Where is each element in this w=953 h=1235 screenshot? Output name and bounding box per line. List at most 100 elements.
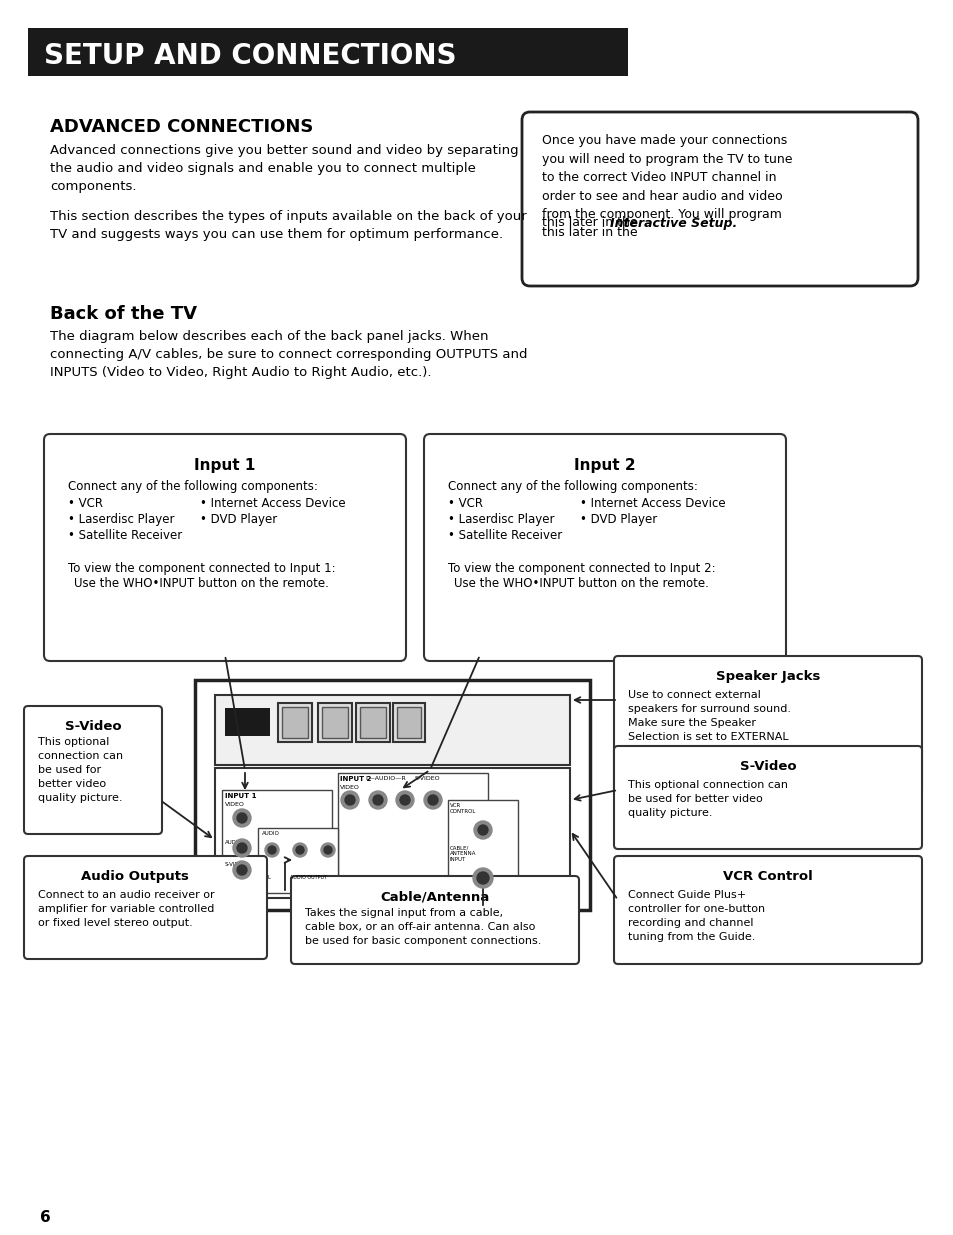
Text: • VCR: • VCR — [68, 496, 103, 510]
FancyBboxPatch shape — [317, 703, 352, 742]
Text: To view the component connected to Input 2:: To view the component connected to Input… — [448, 562, 715, 576]
Text: VIDEO: VIDEO — [339, 785, 359, 790]
Circle shape — [320, 844, 335, 857]
Text: this later in the: this later in the — [541, 216, 641, 230]
Text: S-VIDEO: S-VIDEO — [415, 776, 440, 781]
FancyBboxPatch shape — [214, 768, 569, 898]
Circle shape — [236, 864, 247, 876]
Circle shape — [345, 795, 355, 805]
Text: Use the WHO•INPUT button on the remote.: Use the WHO•INPUT button on the remote. — [454, 577, 708, 590]
FancyBboxPatch shape — [257, 827, 337, 893]
Text: Use to connect external
speakers for surround sound.
Make sure the Speaker
Selec: Use to connect external speakers for sur… — [627, 690, 790, 742]
Circle shape — [399, 795, 410, 805]
Text: • Laserdisc Player: • Laserdisc Player — [448, 513, 554, 526]
Text: ADVANCED CONNECTIONS: ADVANCED CONNECTIONS — [50, 119, 313, 136]
Text: Connect any of the following components:: Connect any of the following components: — [68, 480, 317, 493]
Text: Connect to an audio receiver or
amplifier for variable controlled
or fixed level: Connect to an audio receiver or amplifie… — [38, 890, 214, 927]
Text: • DVD Player: • DVD Player — [200, 513, 277, 526]
Text: This section describes the types of inputs available on the back of your
TV and : This section describes the types of inpu… — [50, 210, 526, 241]
Circle shape — [428, 795, 437, 805]
Text: SETUP AND CONNECTIONS: SETUP AND CONNECTIONS — [44, 42, 456, 70]
Circle shape — [474, 821, 492, 839]
Text: Back of the TV: Back of the TV — [50, 305, 196, 324]
FancyBboxPatch shape — [393, 703, 424, 742]
Circle shape — [233, 839, 251, 857]
Text: Connect Guide Plus+
controller for one-button
recording and channel
tuning from : Connect Guide Plus+ controller for one-b… — [627, 890, 764, 942]
Circle shape — [476, 872, 489, 884]
Text: S-Video: S-Video — [65, 720, 121, 734]
Text: Interactive Setup.: Interactive Setup. — [609, 216, 737, 230]
Text: Speaker Jacks: Speaker Jacks — [715, 671, 820, 683]
FancyBboxPatch shape — [24, 706, 162, 834]
FancyBboxPatch shape — [291, 876, 578, 965]
FancyBboxPatch shape — [521, 112, 917, 287]
FancyBboxPatch shape — [322, 706, 348, 739]
FancyBboxPatch shape — [448, 800, 517, 890]
Text: AUDIO OUTPUT: AUDIO OUTPUT — [290, 876, 327, 881]
FancyBboxPatch shape — [24, 856, 267, 960]
FancyBboxPatch shape — [614, 746, 921, 848]
Text: To view the component connected to Input 1:: To view the component connected to Input… — [68, 562, 335, 576]
Circle shape — [395, 790, 414, 809]
FancyBboxPatch shape — [44, 433, 406, 661]
Text: AUDIO: AUDIO — [262, 831, 279, 836]
FancyBboxPatch shape — [614, 856, 921, 965]
Circle shape — [373, 795, 382, 805]
FancyBboxPatch shape — [282, 706, 308, 739]
Text: S-VIDEO: S-VIDEO — [225, 862, 247, 867]
FancyBboxPatch shape — [214, 695, 569, 764]
FancyBboxPatch shape — [194, 680, 589, 910]
FancyBboxPatch shape — [28, 28, 627, 77]
Text: • DVD Player: • DVD Player — [579, 513, 657, 526]
FancyBboxPatch shape — [396, 706, 420, 739]
Circle shape — [473, 868, 493, 888]
Text: This optional connection can
be used for better video
quality picture.: This optional connection can be used for… — [627, 781, 787, 818]
Text: AUDIO: AUDIO — [225, 840, 243, 845]
Text: The diagram below describes each of the back panel jacks. When
connecting A/V ca: The diagram below describes each of the … — [50, 330, 527, 379]
Text: • Laserdisc Player: • Laserdisc Player — [68, 513, 174, 526]
Text: This optional
connection can
be used for
better video
quality picture.: This optional connection can be used for… — [38, 737, 123, 803]
FancyBboxPatch shape — [355, 703, 390, 742]
Text: • Internet Access Device: • Internet Access Device — [579, 496, 725, 510]
Circle shape — [236, 813, 247, 823]
FancyBboxPatch shape — [337, 773, 488, 878]
Text: L: L — [268, 876, 271, 881]
Text: CABLE/
ANTENNA
INPUT: CABLE/ ANTENNA INPUT — [450, 845, 476, 862]
Text: • VCR: • VCR — [448, 496, 482, 510]
Circle shape — [265, 844, 278, 857]
FancyBboxPatch shape — [359, 706, 386, 739]
Text: INPUT 2: INPUT 2 — [339, 776, 371, 782]
Text: • Satellite Receiver: • Satellite Receiver — [448, 529, 561, 542]
Circle shape — [477, 825, 488, 835]
FancyBboxPatch shape — [222, 790, 332, 890]
FancyBboxPatch shape — [423, 433, 785, 661]
Text: Audio Outputs: Audio Outputs — [81, 869, 189, 883]
Circle shape — [369, 790, 387, 809]
Text: Cable/Antenna: Cable/Antenna — [380, 890, 489, 903]
Circle shape — [295, 846, 304, 853]
Text: Advanced connections give you better sound and video by separating
the audio and: Advanced connections give you better sou… — [50, 144, 518, 193]
Text: • Internet Access Device: • Internet Access Device — [200, 496, 345, 510]
FancyBboxPatch shape — [614, 656, 921, 794]
Circle shape — [236, 844, 247, 853]
Circle shape — [423, 790, 441, 809]
Text: VCR
CONTROL: VCR CONTROL — [450, 803, 476, 814]
Circle shape — [268, 846, 275, 853]
Text: Input 1: Input 1 — [194, 458, 255, 473]
Text: Connect any of the following components:: Connect any of the following components: — [448, 480, 698, 493]
Circle shape — [293, 844, 307, 857]
Text: INPUT 1: INPUT 1 — [225, 793, 256, 799]
Circle shape — [324, 846, 332, 853]
Text: L—AUDIO—R: L—AUDIO—R — [365, 776, 405, 781]
Circle shape — [233, 861, 251, 879]
Text: VIDEO: VIDEO — [225, 802, 245, 806]
Text: Takes the signal input from a cable,
cable box, or an off-air antenna. Can also
: Takes the signal input from a cable, cab… — [305, 908, 540, 946]
Text: 6: 6 — [40, 1210, 51, 1225]
Circle shape — [233, 809, 251, 827]
FancyBboxPatch shape — [225, 708, 270, 736]
Circle shape — [340, 790, 358, 809]
Text: Input 2: Input 2 — [574, 458, 635, 473]
Text: Use the WHO•INPUT button on the remote.: Use the WHO•INPUT button on the remote. — [74, 577, 329, 590]
Text: • Satellite Receiver: • Satellite Receiver — [68, 529, 182, 542]
Text: VCR Control: VCR Control — [722, 869, 812, 883]
